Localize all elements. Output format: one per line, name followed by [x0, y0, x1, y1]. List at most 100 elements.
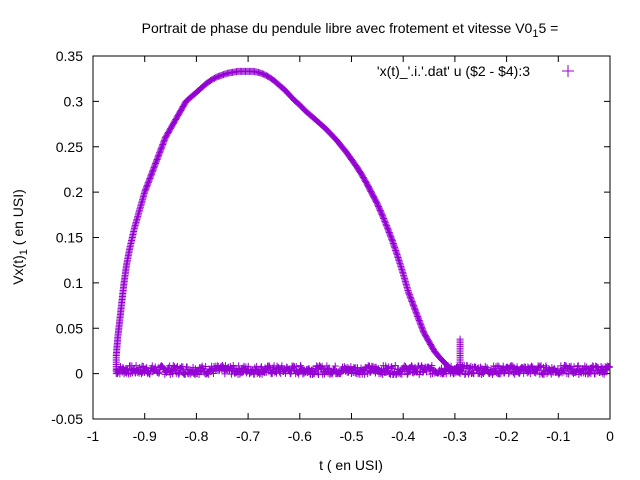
data-point: [331, 362, 339, 370]
x-tick-label: -0.2: [495, 428, 519, 444]
data-point: [209, 369, 217, 377]
data-point: [112, 353, 120, 361]
data-point: [244, 362, 252, 370]
y-tick-label: 0.2: [64, 184, 84, 200]
data-point: [257, 363, 265, 371]
data-point: [155, 369, 163, 377]
data-point: [411, 363, 419, 371]
data-point: [516, 368, 524, 376]
data-point: [456, 335, 464, 343]
data-point: [493, 369, 501, 377]
x-tick-label: -0.9: [133, 428, 157, 444]
data-point: [566, 364, 574, 372]
data-point: [377, 370, 385, 378]
data-point: [509, 362, 517, 370]
data-point: [148, 362, 156, 370]
data-point: [226, 363, 234, 371]
x-tick-label: -0.5: [339, 428, 363, 444]
data-point: [169, 362, 177, 370]
y-axis-label-tail: ( en USI): [10, 189, 26, 249]
data-point: [391, 361, 399, 369]
data-point: [463, 362, 471, 370]
x-tick-label: -0.8: [184, 428, 208, 444]
data-point: [605, 363, 613, 371]
data-point: [588, 366, 596, 374]
data-point: [365, 363, 373, 371]
y-tick-label: 0.3: [64, 93, 84, 109]
data-point: [450, 369, 458, 377]
y-tick-label: 0.25: [56, 139, 83, 155]
x-tick-label: 0: [606, 428, 614, 444]
data-point: [563, 369, 571, 377]
data-point: [132, 362, 140, 370]
data-point: [428, 362, 436, 370]
y-tick-label: 0.05: [56, 320, 83, 336]
y-tick-label: -0.05: [51, 411, 83, 427]
data-point: [314, 369, 322, 377]
data-point: [294, 368, 302, 376]
data-point: [284, 366, 292, 374]
x-tick-label: -0.6: [288, 428, 312, 444]
data-point: [369, 363, 377, 371]
data-point: [605, 362, 613, 370]
data-point: [467, 362, 475, 370]
legend-marker: [562, 65, 574, 77]
data-point: [427, 370, 435, 378]
data-point: [254, 369, 262, 377]
data-point: [317, 364, 325, 372]
data-point: [422, 368, 430, 376]
data-point: [367, 368, 375, 376]
x-tick-label: -1: [87, 428, 100, 444]
data-point: [497, 365, 505, 373]
data-point: [503, 363, 511, 371]
data-point: [202, 363, 210, 371]
x-axis-label: t ( en USI): [319, 457, 383, 473]
data-point: [122, 364, 130, 372]
data-point: [296, 362, 304, 370]
data-point: [341, 367, 349, 375]
data-point: [227, 370, 235, 378]
x-tick-label: -0.1: [546, 428, 570, 444]
y-tick-label: 0.15: [56, 230, 83, 246]
chart-title-main: Portrait de phase du pendule libre avec …: [142, 20, 533, 36]
data-point: [447, 362, 455, 370]
chart-title-tail: 5 =: [538, 20, 558, 36]
x-tick-label: -0.3: [443, 428, 467, 444]
data-point: [499, 362, 507, 370]
axis-ticks: -1 -0.9 -0.8 -0.7 -0.6 -0.5 -0.4 -0.3 -0.2 -0.1 0 -…: [51, 48, 614, 444]
data-point: [468, 369, 476, 377]
data-point: [173, 363, 181, 371]
data-point: [292, 362, 300, 370]
data-point: [510, 364, 518, 372]
legend-label: 'x(t)_'.i.'.dat' u ($2 - $4):3: [377, 63, 530, 79]
data-point: [205, 370, 213, 378]
data-point: [256, 369, 264, 377]
legend-plus-icon: [562, 65, 574, 77]
data-point: [387, 364, 395, 372]
data-point: [415, 371, 423, 379]
y-axis-label: Vx(t)1 ( en USI): [10, 189, 30, 285]
data-point: [397, 370, 405, 378]
data-points: [112, 67, 613, 379]
data-point: [419, 369, 427, 377]
data-point: [412, 367, 420, 375]
data-point: [426, 365, 434, 373]
data-point: [545, 365, 553, 373]
data-point: [458, 363, 466, 371]
x-tick-label: -0.4: [391, 428, 415, 444]
data-point: [542, 362, 550, 370]
data-point: [323, 365, 331, 373]
legend: 'x(t)_'.i.'.dat' u ($2 - $4):3: [377, 63, 574, 79]
data-point: [547, 370, 555, 378]
y-tick-label: 0.1: [64, 275, 84, 291]
data-point: [481, 362, 489, 370]
data-point: [579, 366, 587, 374]
data-point: [155, 368, 163, 376]
x-tick-label: -0.7: [236, 428, 260, 444]
data-point: [506, 368, 514, 376]
data-point: [361, 370, 369, 378]
data-point: [483, 364, 491, 372]
y-axis-label-main: Vx(t): [10, 255, 26, 285]
y-tick-label: 0: [75, 366, 83, 382]
